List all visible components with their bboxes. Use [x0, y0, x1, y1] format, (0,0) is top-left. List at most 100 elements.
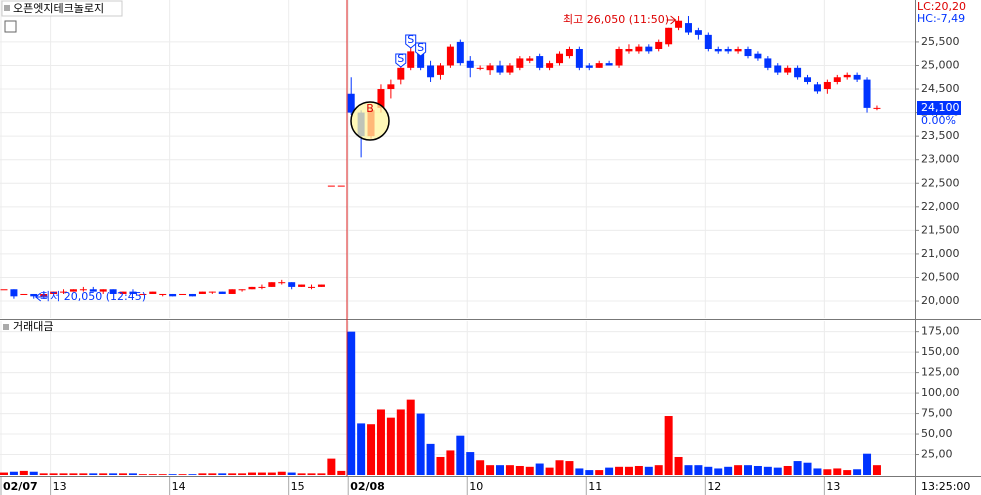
volume-bar [595, 470, 604, 475]
candle-body [288, 282, 296, 287]
volume-bar [49, 473, 58, 475]
volume-bar [863, 453, 872, 475]
candle-body [774, 65, 782, 73]
sell-marker: S [417, 41, 424, 54]
candle-body [794, 67, 802, 78]
panel-title: 거래대금 [13, 320, 53, 333]
candle-body [308, 286, 316, 288]
x-tick-label: 13 [53, 480, 67, 493]
y-tick-label: 22,500 [921, 176, 960, 189]
candle-body [853, 74, 861, 80]
candle-body [863, 79, 871, 108]
candle-body [0, 289, 8, 291]
candle-body [456, 41, 464, 64]
volume-bar [615, 466, 624, 475]
volume-bar [9, 471, 18, 475]
candle-body [139, 293, 147, 295]
volume-bar [99, 473, 108, 475]
volume-bar [515, 465, 524, 475]
candle-body [655, 41, 663, 49]
volume-bar [535, 463, 544, 475]
candle-body [407, 51, 415, 68]
candle-body [466, 60, 474, 68]
candle-body [10, 289, 18, 297]
candle-body [228, 289, 236, 294]
candle-body [565, 48, 573, 57]
candle-body [575, 48, 583, 68]
buy-marker-circle [350, 101, 390, 141]
volume-bar [684, 465, 693, 475]
y-tick-label: 20,500 [921, 270, 960, 283]
volume-bar [496, 465, 504, 475]
candle-body [278, 282, 286, 284]
x-tick-label: 02/08 [350, 480, 385, 493]
candle-body [645, 46, 653, 52]
candle-body [585, 65, 593, 68]
candle-body [258, 286, 266, 288]
y-tick-label: 24,500 [921, 82, 960, 95]
candle-body [694, 30, 702, 35]
volume-bar [0, 472, 8, 475]
time-label: 13:25:00 [921, 480, 970, 493]
candle-body [764, 58, 772, 68]
volume-bar [248, 472, 256, 475]
y-tick-label: 175,00 [921, 325, 960, 338]
x-tick-label: 12 [707, 480, 721, 493]
volume-bar [505, 465, 514, 475]
volume-bar [783, 465, 792, 475]
volume-bar [476, 460, 485, 475]
volume-bar [257, 472, 266, 475]
volume-bar [297, 473, 306, 475]
panel-title: 오픈엣지테크놀로지 [13, 2, 104, 15]
candle-body [60, 291, 68, 293]
candle-body [823, 81, 831, 90]
volume-bar [833, 468, 842, 475]
volume-bar [853, 469, 862, 475]
y-tick-label: 21,000 [921, 247, 960, 260]
volume-bar [128, 473, 137, 475]
volume-bar [436, 456, 445, 475]
y-tick-label: 50,00 [921, 427, 953, 440]
volume-bar [724, 466, 733, 475]
candle-body [605, 63, 613, 66]
volume-bar [644, 466, 653, 475]
volume-bar [29, 471, 38, 475]
volume-bar [486, 465, 495, 475]
volume-bar [238, 473, 247, 475]
candle-body [546, 63, 554, 68]
candle-body [30, 293, 38, 297]
volume-bar [396, 409, 405, 475]
high-arrow [666, 15, 677, 25]
candle-body [754, 53, 762, 59]
volume-bar [575, 468, 584, 475]
volume-bar [267, 472, 276, 475]
candle-body [248, 286, 256, 290]
candle-body [69, 289, 77, 292]
volume-bar [337, 470, 346, 475]
lc-label: LC:20,20 [917, 0, 966, 13]
volume-bar [148, 474, 157, 475]
candle-body [625, 48, 633, 52]
volume-bar [386, 417, 395, 475]
low-arrow [34, 292, 48, 302]
candle-body [238, 289, 246, 291]
y-tick-label: 125,00 [921, 366, 960, 379]
candle-body [427, 65, 435, 78]
candle-body [744, 48, 752, 57]
volume-bar [664, 416, 673, 475]
panel-icon [4, 5, 10, 11]
candle-body [704, 34, 712, 49]
volume-bar [79, 473, 88, 475]
candle-body [615, 48, 623, 66]
candle-body [496, 65, 504, 73]
candle-body [536, 56, 544, 68]
volume-bar [376, 409, 385, 475]
sell-marker-shape [405, 34, 417, 49]
volume-bar [714, 468, 723, 475]
volume-bar [168, 474, 177, 475]
candle-body [129, 291, 137, 294]
volume-bar [59, 473, 68, 475]
volume-bar [753, 465, 762, 475]
volume-bar [119, 473, 128, 475]
